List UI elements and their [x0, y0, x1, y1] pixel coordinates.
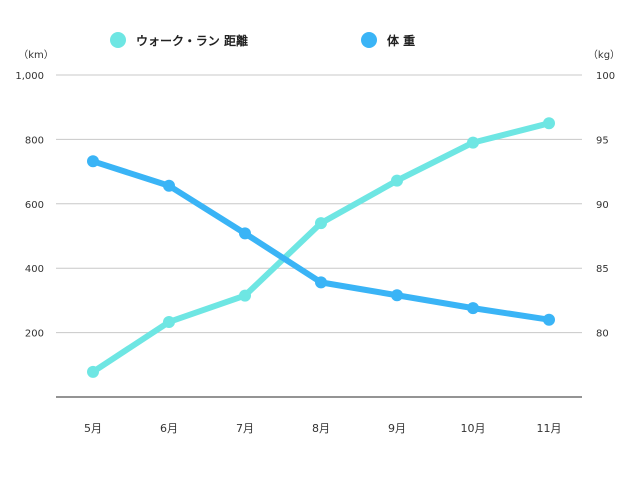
legend: ウォーク・ラン 距離 体 重 — [110, 32, 415, 48]
right-tick-label: 85 — [596, 264, 609, 275]
legend-label: 体 重 — [387, 33, 415, 48]
x-tick-label: 11月 — [537, 422, 562, 435]
data-point-weight — [543, 313, 555, 326]
x-tick-label: 5月 — [84, 422, 102, 435]
data-point-distance — [315, 217, 327, 230]
series-line-weight — [90, 158, 552, 323]
data-point-distance — [87, 365, 99, 378]
left-tick-label: 600 — [25, 200, 44, 211]
x-tick-label: 9月 — [388, 422, 406, 435]
series-layer — [87, 117, 555, 378]
x-tick-label: 10月 — [461, 422, 486, 435]
right-tick-label: 100 — [596, 71, 615, 82]
data-point-weight — [239, 227, 251, 240]
left-tick-label: 400 — [25, 264, 44, 275]
right-tick-label: 80 — [596, 329, 609, 340]
left-tick-label: 800 — [25, 135, 44, 146]
x-tick-label: 8月 — [312, 422, 330, 435]
right-axis-unit: （kg） — [588, 49, 620, 61]
left-tick-label: 1,000 — [15, 71, 44, 82]
data-point-distance — [543, 117, 555, 130]
left-tick-label: 200 — [25, 329, 44, 340]
data-point-weight — [467, 302, 479, 315]
data-point-weight — [87, 155, 99, 168]
axes: 200 400 600 800 1,000 80 85 90 95 100 （km） （kg） 5月 6月… — [15, 49, 620, 435]
legend-marker — [361, 32, 377, 48]
data-point-distance — [239, 289, 251, 302]
legend-marker — [110, 32, 126, 48]
data-point-weight — [315, 276, 327, 289]
x-tick-label: 6月 — [160, 422, 178, 435]
data-point-distance — [163, 315, 175, 328]
right-tick-label: 95 — [596, 135, 609, 146]
series-line-distance — [90, 120, 552, 375]
left-axis-unit: （km） — [18, 49, 54, 61]
gridlines — [56, 74, 582, 334]
right-tick-label: 90 — [596, 200, 609, 211]
data-point-weight — [163, 179, 175, 192]
data-point-distance — [467, 136, 479, 149]
x-tick-label: 7月 — [236, 422, 254, 435]
legend-label: ウォーク・ラン 距離 — [136, 33, 248, 48]
data-point-distance — [391, 174, 403, 187]
data-point-weight — [391, 289, 403, 302]
